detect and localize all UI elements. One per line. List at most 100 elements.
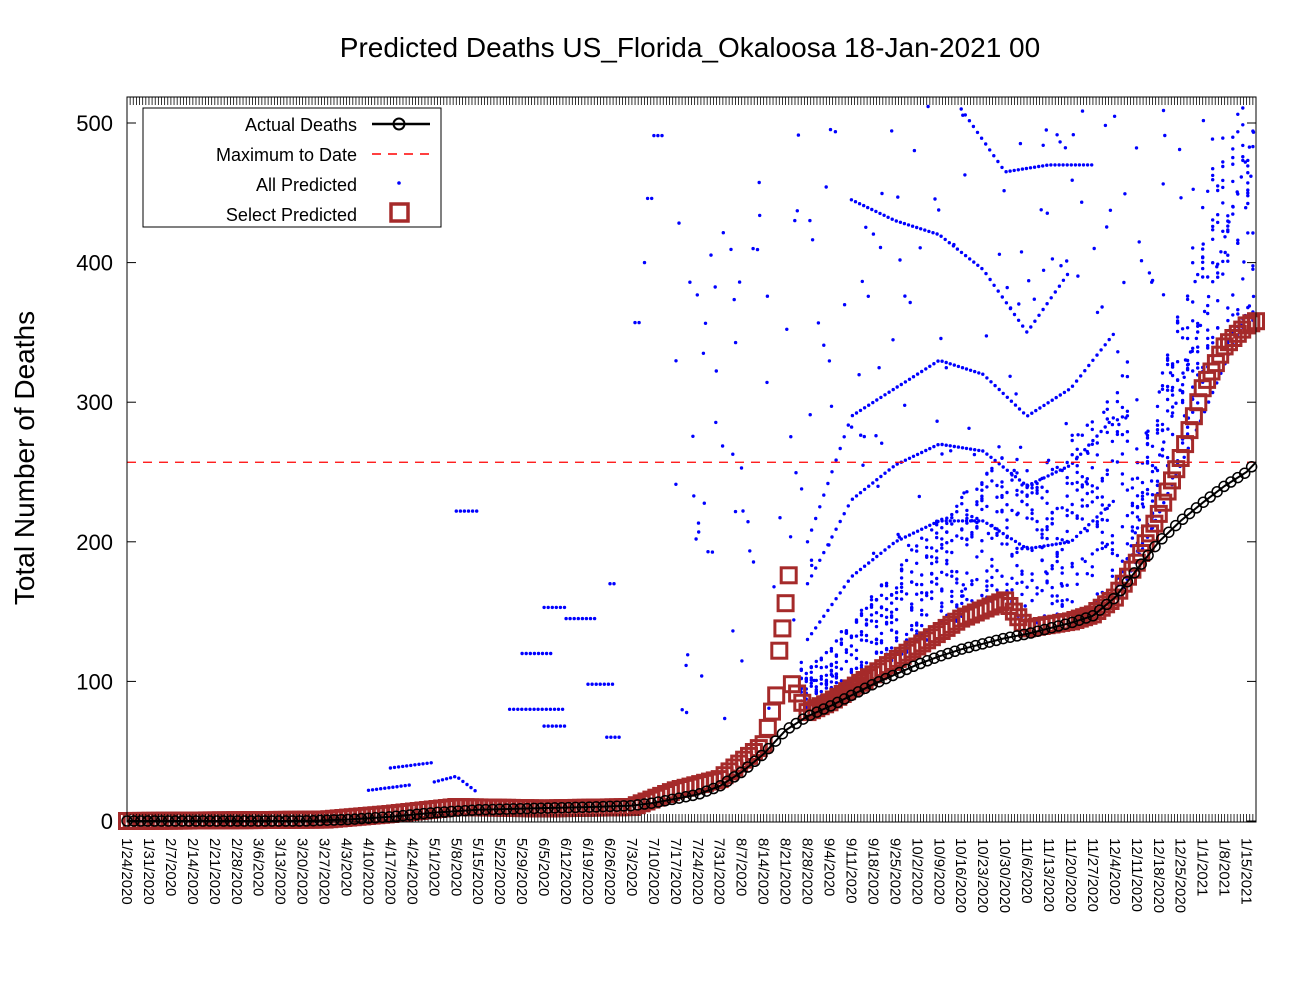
- all-predicted-point: [980, 549, 984, 553]
- all-predicted-point: [970, 535, 974, 539]
- all-predicted-point: [1246, 191, 1250, 195]
- all-predicted-point: [1202, 309, 1207, 314]
- all-predicted-point: [1025, 545, 1029, 550]
- all-predicted-point: [985, 504, 989, 509]
- all-predicted-point: [1084, 480, 1088, 484]
- all-predicted-point: [1050, 594, 1054, 598]
- all-predicted-point: [940, 442, 944, 447]
- x-tick-label: 7/24/2020: [689, 838, 706, 905]
- all-predicted-point: [1070, 565, 1074, 569]
- all-predicted-point: [859, 613, 864, 618]
- all-predicted-point: [613, 735, 617, 739]
- all-predicted-point: [1070, 538, 1075, 542]
- all-predicted-point: [985, 471, 989, 475]
- all-predicted-point: [995, 568, 999, 573]
- all-predicted-point: [1103, 425, 1107, 429]
- legend: Actual Deaths Maximum to Date All Predic…: [142, 107, 442, 228]
- all-predicted-point: [1125, 409, 1130, 413]
- all-predicted-point: [1041, 164, 1045, 168]
- all-predicted-point: [1045, 302, 1049, 306]
- y-tick-label: 200: [76, 530, 113, 555]
- all-predicted-point: [977, 371, 981, 375]
- all-predicted-point: [1021, 411, 1026, 415]
- all-predicted-point: [788, 535, 793, 539]
- all-predicted-point: [932, 444, 936, 449]
- all-predicted-point: [741, 509, 745, 513]
- all-predicted-point: [1180, 389, 1185, 394]
- all-predicted-point: [903, 380, 908, 384]
- all-predicted-point: [834, 458, 838, 462]
- actual-deaths-point: [390, 810, 402, 823]
- all-predicted-point: [965, 490, 969, 494]
- all-predicted-point: [935, 576, 939, 581]
- all-predicted-point: [1120, 482, 1125, 486]
- all-predicted-point: [554, 605, 558, 610]
- all-predicted-point: [1090, 442, 1095, 446]
- all-predicted-point: [925, 613, 929, 617]
- actual-deaths-point: [852, 686, 865, 698]
- all-predicted-point: [1115, 418, 1120, 422]
- all-predicted-point: [818, 505, 822, 509]
- all-predicted-point: [844, 650, 849, 655]
- all-predicted-point: [1035, 485, 1039, 490]
- all-predicted-point: [697, 530, 701, 534]
- all-predicted-point: [1060, 599, 1064, 603]
- all-predicted-point: [980, 593, 984, 598]
- all-predicted-point: [876, 484, 880, 488]
- all-predicted-point: [894, 586, 899, 590]
- x-tick-label: 4/10/2020: [360, 838, 377, 905]
- all-predicted-point: [1160, 428, 1165, 432]
- all-predicted-point: [963, 173, 967, 177]
- all-predicted-point: [1211, 237, 1215, 241]
- all-predicted-point: [1055, 594, 1059, 598]
- x-tick-label: 5/15/2020: [469, 838, 486, 905]
- all-predicted-point: [1211, 173, 1215, 178]
- all-predicted-point: [544, 707, 548, 711]
- all-predicted-point: [1099, 429, 1103, 434]
- all-predicted-point: [858, 491, 863, 495]
- all-predicted-point: [594, 682, 598, 686]
- all-predicted-point: [961, 113, 965, 117]
- all-predicted-point: [1054, 470, 1058, 474]
- all-predicted-point: [955, 510, 959, 514]
- all-predicted-point: [936, 359, 940, 363]
- all-predicted-point: [1005, 490, 1009, 495]
- x-tick-label: 7/3/2020: [623, 838, 640, 896]
- all-predicted-point: [1065, 475, 1069, 480]
- all-predicted-point: [899, 576, 904, 580]
- all-predicted-point: [1196, 345, 1200, 349]
- all-predicted-point: [972, 452, 977, 457]
- all-predicted-point: [869, 595, 874, 599]
- actual-deaths-point: [1080, 612, 1092, 624]
- actual-deaths-point: [417, 807, 430, 820]
- all-predicted-point: [979, 136, 984, 140]
- all-predicted-point: [1060, 468, 1064, 473]
- all-predicted-point: [988, 148, 992, 152]
- all-predicted-point: [1160, 422, 1165, 427]
- all-predicted-point: [1025, 330, 1029, 334]
- actual-deaths-point: [1038, 623, 1051, 636]
- all-predicted-point: [850, 497, 855, 501]
- all-predicted-point: [925, 593, 929, 598]
- all-predicted-point: [1155, 431, 1160, 435]
- all-predicted-point: [965, 571, 969, 575]
- all-predicted-point: [1160, 454, 1165, 458]
- all-predicted-point: [1211, 335, 1215, 340]
- all-predicted-point: [898, 258, 902, 262]
- all-predicted-point: [1104, 544, 1108, 549]
- actual-deaths-point: [1066, 616, 1078, 629]
- all-predicted-point: [1023, 604, 1027, 608]
- all-predicted-point: [1026, 414, 1030, 418]
- all-predicted-point: [964, 367, 969, 371]
- x-tick-label: 9/4/2020: [821, 838, 838, 896]
- all-predicted-point: [1054, 542, 1058, 546]
- all-predicted-point: [1201, 242, 1205, 246]
- all-predicted-point: [1030, 483, 1034, 487]
- actual-deaths-point: [480, 803, 492, 816]
- all-predicted-point: [1090, 573, 1095, 578]
- all-predicted-point: [1070, 511, 1074, 515]
- all-predicted-point: [1100, 546, 1105, 551]
- all-predicted-point: [1055, 599, 1059, 603]
- all-predicted-point: [1046, 543, 1050, 548]
- all-predicted-point: [1010, 576, 1014, 580]
